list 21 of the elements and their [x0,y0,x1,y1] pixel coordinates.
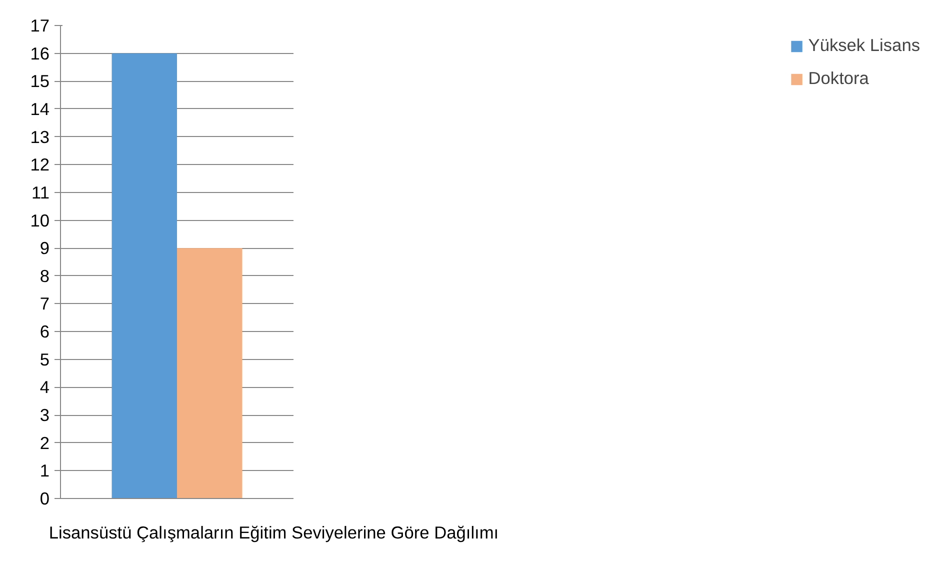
y-tick-label: 8 [40,266,50,286]
y-tick-label: 10 [30,210,50,230]
y-tick-label: 6 [40,322,50,342]
legend-label: Yüksek Lisans [808,35,920,56]
y-tick-label: 12 [30,154,50,175]
y-tick-label: 9 [40,238,50,258]
y-tick-label: 3 [40,405,50,426]
y-tick-label: 7 [40,294,50,314]
y-tick-label: 17 [30,16,50,36]
y-tick-label: 0 [40,488,50,508]
y-tick-label: 11 [32,182,50,202]
y-tick-label: 4 [40,377,50,398]
legend-label: Doktora [808,68,869,89]
x-tick-label: Lisansüstü Çalışmaların Eğitim Seviyelerine Göre Dağılımı [48,522,499,542]
y-tick-label: 14 [30,98,50,119]
y-tick-label: 15 [30,71,50,92]
y-tick-label: 16 [30,43,50,64]
y-tick-label: 13 [30,126,50,147]
y-tick-label: 2 [40,432,50,453]
y-tick-label: 1 [40,460,50,481]
y-tick-label: 5 [40,349,50,370]
